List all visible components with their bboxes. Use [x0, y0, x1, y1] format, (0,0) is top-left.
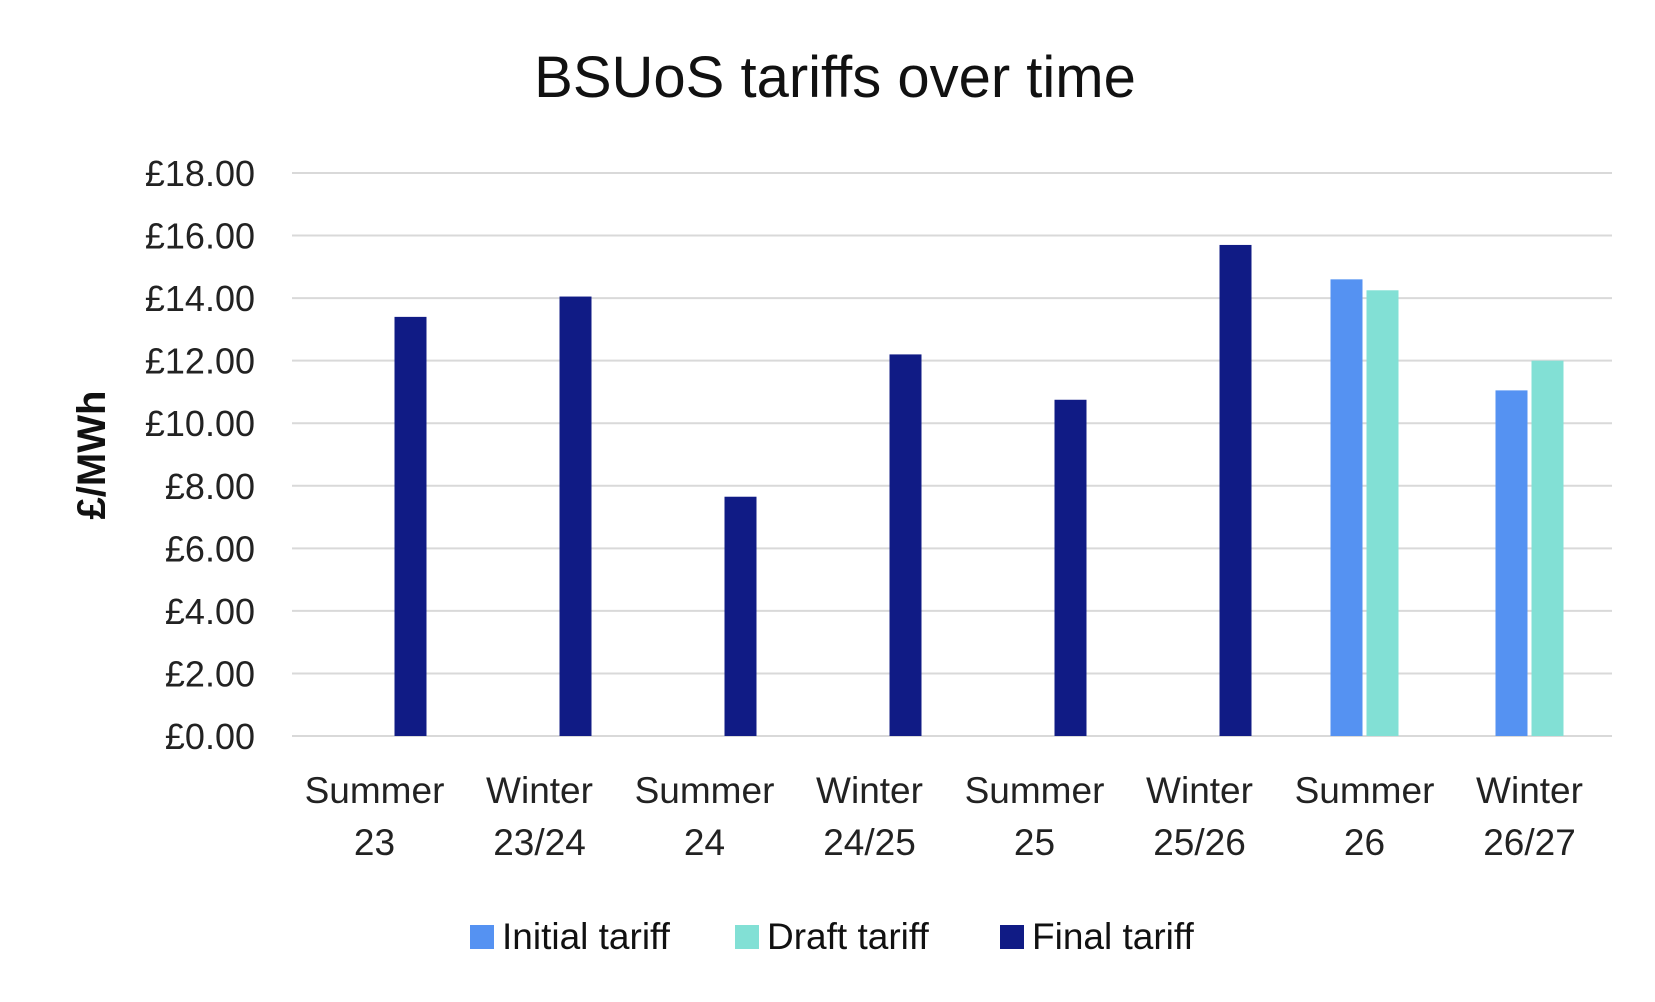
x-tick-label: 25/26	[1153, 822, 1246, 863]
x-tick-label: 26	[1344, 822, 1385, 863]
bar-initial-tariff	[1495, 390, 1528, 736]
gridlines	[292, 172, 1612, 737]
bars	[394, 244, 1564, 736]
legend-label: Initial tariff	[502, 916, 671, 957]
legend-label: Final tariff	[1032, 916, 1194, 957]
x-tick-label: 23/24	[493, 822, 586, 863]
bar-final-tariff	[1219, 244, 1252, 736]
bar-final-tariff	[889, 354, 922, 736]
x-tick-label: Winter	[1476, 770, 1583, 811]
x-tick-label: 24/25	[823, 822, 916, 863]
x-tick-label: Summer	[305, 770, 445, 811]
chart-title: BSUoS tariffs over time	[534, 45, 1136, 110]
y-tick-label: £18.00	[145, 153, 255, 194]
y-tick-label: £10.00	[145, 403, 255, 444]
x-tick-label: Summer	[1295, 770, 1435, 811]
x-tick-label: 24	[684, 822, 725, 863]
bar-initial-tariff	[1330, 279, 1363, 736]
legend-swatch	[735, 925, 759, 949]
legend: Initial tariff Draft tariff Final tariff	[470, 916, 1194, 957]
y-axis-label: £/MWh	[70, 391, 114, 520]
bar-final-tariff	[394, 316, 427, 736]
x-tick-label: Winter	[1146, 770, 1253, 811]
x-tick-label: Summer	[635, 770, 775, 811]
y-tick-label: £0.00	[165, 716, 255, 757]
bar-final-tariff	[559, 296, 592, 736]
y-axis-ticks: £0.00 £2.00 £4.00 £6.00 £8.00 £10.00 £12.00 £14…	[145, 153, 255, 757]
y-tick-label: £14.00	[145, 278, 255, 319]
y-tick-label: £4.00	[165, 591, 255, 632]
x-tick-label: Winter	[486, 770, 593, 811]
y-tick-label: £2.00	[165, 653, 255, 694]
bar-draft-tariff	[1531, 360, 1564, 736]
x-tick-label: Winter	[816, 770, 923, 811]
x-axis-ticks: Summer 23 Winter 23/24 Summer 24 Winter 24/25 Su…	[305, 770, 1583, 863]
legend-label: Draft tariff	[767, 916, 929, 957]
x-tick-label: 25	[1014, 822, 1055, 863]
x-tick-label: 23	[354, 822, 395, 863]
y-tick-label: £8.00	[165, 466, 255, 507]
y-tick-label: £6.00	[165, 528, 255, 569]
y-tick-label: £12.00	[145, 341, 255, 382]
bar-final-tariff	[1054, 399, 1087, 736]
legend-swatch	[1000, 925, 1024, 949]
x-tick-label: Summer	[965, 770, 1105, 811]
bar-draft-tariff	[1366, 290, 1399, 736]
bar-final-tariff	[724, 496, 757, 736]
legend-swatch	[470, 925, 494, 949]
y-tick-label: £16.00	[145, 216, 255, 257]
x-tick-label: 26/27	[1483, 822, 1576, 863]
